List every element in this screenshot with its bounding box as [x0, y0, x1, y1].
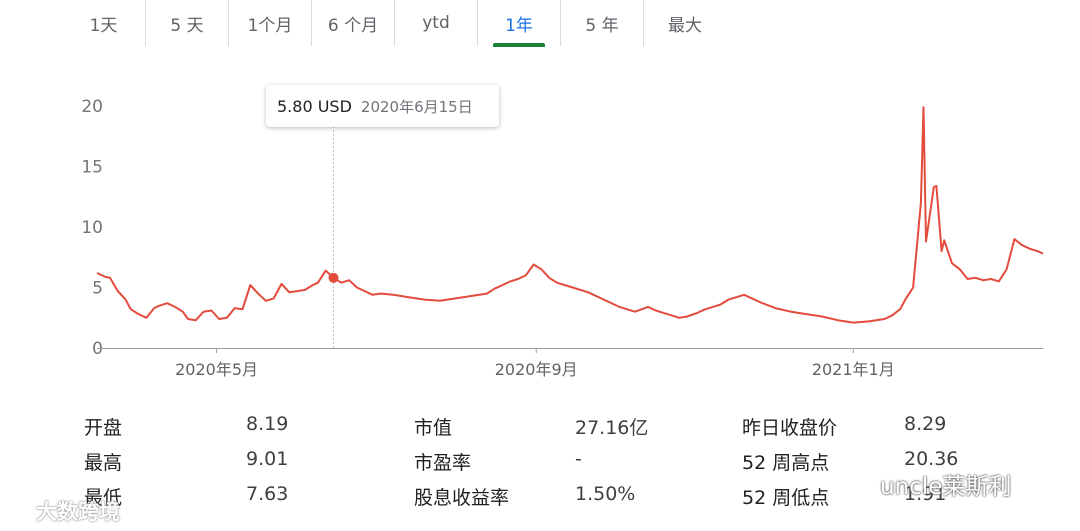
x-tick-label: 2020年9月 [495, 360, 578, 379]
stat-label-pe-ratio: 市盈率 [414, 452, 472, 474]
tooltip-date: 2020年6月15日 [360, 97, 473, 116]
stat-label-market-cap: 市值 [414, 417, 453, 439]
y-tick-label: 15 [81, 158, 103, 178]
tab-5-day[interactable]: 5 天 [145, 0, 228, 46]
stat-value-dividend-yield: 1.50% [575, 483, 636, 505]
stat-value-high: 9.01 [246, 448, 289, 470]
stats-row: 最高 9.01 市盈率 - 52 周高点 20.36 [84, 448, 984, 483]
stat-label-prev-close: 昨日收盘价 [742, 417, 838, 439]
stat-label-52wk-low: 52 周低点 [742, 487, 830, 509]
tab-1-year[interactable]: 1年 [477, 0, 560, 47]
stat-label-dividend-yield: 股息收益率 [414, 487, 510, 509]
stat-value-market-cap: 27.16亿 [575, 417, 649, 439]
stat-label-open: 开盘 [84, 417, 123, 439]
price-line [96, 106, 1044, 324]
stats-row: 最低 7.63 股息收益率 1.50% 52 周低点 1.91 [84, 483, 984, 518]
stat-value-prev-close: 8.29 [904, 413, 947, 435]
y-tick-label: 5 [92, 279, 103, 299]
stat-value-open: 8.19 [246, 413, 289, 435]
stat-label-low: 最低 [84, 487, 123, 509]
watermark-right-text: uncle莱斯利 [880, 474, 1012, 500]
tab-5-year[interactable]: 5 年 [560, 0, 643, 46]
range-tabs: 1天 5 天 1个月 6 个月 ytd 1年 5 年 最大 [62, 0, 726, 47]
stat-value-low: 7.63 [246, 483, 289, 505]
stat-value-52wk-high: 20.36 [904, 448, 959, 470]
tooltip-price: 5.80 USD [277, 96, 352, 116]
stat-value-52wk-low: 1.91 [904, 483, 947, 505]
stats-table: 开盘 8.19 市值 27.16亿 昨日收盘价 8.29 最高 9.01 市盈率… [84, 413, 984, 518]
x-tick-label: 2020年5月 [175, 360, 258, 379]
y-tick-label: 20 [81, 97, 103, 117]
stat-value-pe-ratio: - [575, 448, 582, 470]
stats-row: 开盘 8.19 市值 27.16亿 昨日收盘价 8.29 [84, 413, 984, 448]
watermark-logo-icon [0, 498, 30, 525]
watermark-left-text: 大数跨境 [36, 500, 120, 524]
tab-6-month[interactable]: 6 个月 [311, 0, 394, 46]
tab-ytd[interactable]: ytd [394, 0, 477, 46]
tab-max[interactable]: 最大 [643, 0, 726, 46]
x-tick-label: 2021年1月 [812, 360, 895, 379]
stat-label-52wk-high: 52 周高点 [742, 452, 830, 474]
y-tick-label: 10 [81, 218, 103, 238]
tab-1-month[interactable]: 1个月 [228, 0, 311, 46]
tab-1-day[interactable]: 1天 [89, 15, 118, 36]
watermark-right: uncle莱斯利 [845, 466, 1012, 502]
watermark-left: 大数跨境 [0, 496, 120, 526]
hover-point [328, 272, 339, 283]
wechat-icon [845, 469, 874, 499]
price-tooltip: 5.80 USD 2020年6月15日 [266, 85, 499, 127]
stat-label-high: 最高 [84, 452, 123, 474]
